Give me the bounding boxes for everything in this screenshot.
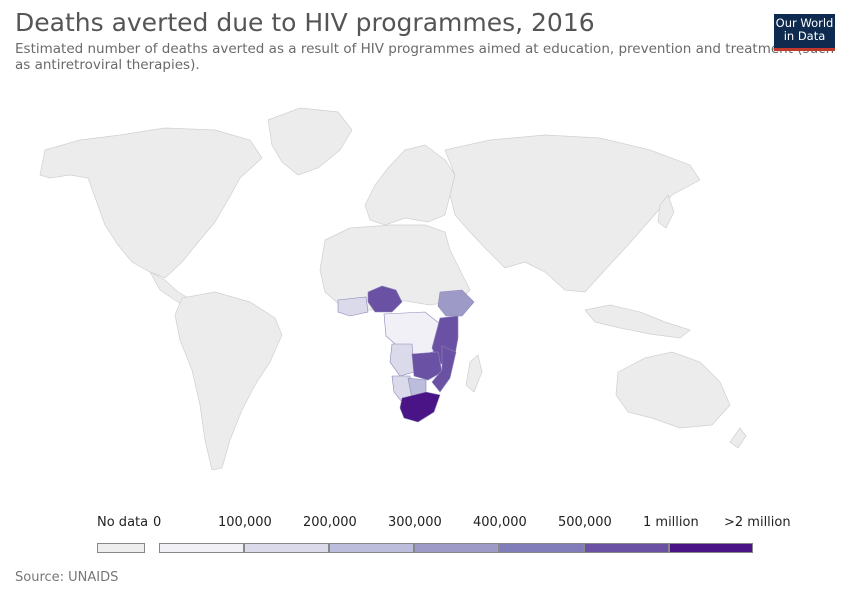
asia-shape	[444, 134, 701, 293]
legend-bin-swatch[interactable]	[329, 543, 414, 553]
legend-tick-label: 100,000	[218, 515, 272, 530]
nigeria-shape	[367, 285, 403, 313]
legend-bin-swatch[interactable]	[584, 543, 669, 553]
mozambique-shape	[431, 345, 457, 393]
legend-tick-label: >2 million	[724, 515, 791, 530]
west-africa-shape	[337, 296, 369, 317]
logo-line-1: Our World	[775, 16, 834, 30]
legend-bin-swatch[interactable]	[244, 543, 329, 553]
owid-logo[interactable]: Our World in Data	[774, 14, 835, 51]
indonesia-shape	[584, 304, 691, 339]
legend-tick-label: 300,000	[388, 515, 442, 530]
chart-subtitle: Estimated number of deaths averted as a …	[15, 41, 835, 73]
legend-tick-label: 1 million	[643, 515, 699, 530]
legend-tick-label: 400,000	[473, 515, 527, 530]
north-america-shape	[39, 127, 263, 279]
source-note[interactable]: Source: UNAIDS	[15, 570, 119, 585]
zambia-zimbabwe-shape	[411, 351, 443, 381]
logo-line-2: in Data	[783, 29, 826, 43]
legend-tick-label: 200,000	[303, 515, 357, 530]
new-zealand-shape	[729, 427, 747, 449]
greenland-shape	[267, 107, 353, 176]
ethiopia-shape	[437, 289, 475, 317]
legend-no-data-label: No data	[97, 515, 149, 530]
south-america-shape	[174, 291, 283, 471]
legend-bin-swatch[interactable]	[414, 543, 499, 553]
logo-underline	[774, 48, 835, 51]
chart-title: Deaths averted due to HIV programmes, 20…	[15, 8, 595, 37]
australia-shape	[615, 351, 731, 429]
madagascar-shape	[465, 354, 483, 393]
angola-shape	[389, 343, 415, 377]
europe-shape	[364, 144, 456, 226]
legend-bin-swatch[interactable]	[669, 543, 753, 553]
legend-bin-swatch[interactable]	[499, 543, 584, 553]
legend-bin-swatch[interactable]	[159, 543, 244, 553]
legend-no-data-swatch	[97, 543, 145, 553]
legend-tick-label: 500,000	[558, 515, 612, 530]
japan-shape	[657, 194, 675, 229]
legend-tick-label: 0	[153, 515, 162, 530]
south-africa-shape	[399, 391, 441, 423]
